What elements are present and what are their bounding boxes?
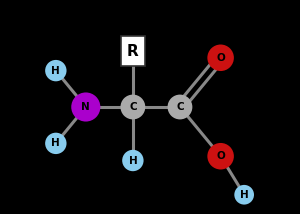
Circle shape xyxy=(122,150,144,171)
Text: C: C xyxy=(129,102,137,112)
Circle shape xyxy=(45,60,67,81)
Text: O: O xyxy=(216,53,225,63)
Text: O: O xyxy=(216,151,225,161)
Text: N: N xyxy=(81,102,90,112)
Circle shape xyxy=(207,143,234,169)
FancyBboxPatch shape xyxy=(121,36,145,66)
Text: H: H xyxy=(52,138,60,148)
Text: H: H xyxy=(240,190,248,200)
Circle shape xyxy=(234,185,254,205)
Text: R: R xyxy=(127,44,139,59)
Text: H: H xyxy=(128,156,137,165)
Circle shape xyxy=(207,45,234,71)
Text: H: H xyxy=(52,66,60,76)
Circle shape xyxy=(45,133,67,154)
Circle shape xyxy=(71,92,100,122)
Circle shape xyxy=(167,95,192,119)
Circle shape xyxy=(121,95,145,119)
Text: C: C xyxy=(176,102,184,112)
